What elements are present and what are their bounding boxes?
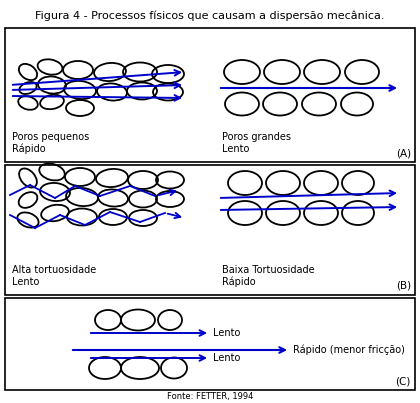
Text: Rápido (menor fricção): Rápido (menor fricção) xyxy=(293,345,405,355)
Bar xyxy=(5,165,415,295)
Text: Poros pequenos
Rápido: Poros pequenos Rápido xyxy=(12,132,89,154)
Text: (A): (A) xyxy=(396,148,411,158)
Text: Alta tortuosidade
Lento: Alta tortuosidade Lento xyxy=(12,265,96,287)
Text: Baixa Tortuosidade
Rápido: Baixa Tortuosidade Rápido xyxy=(222,265,315,287)
Bar xyxy=(5,28,415,162)
Text: Figura 4 - Processos físicos que causam a dispersão mecânica.: Figura 4 - Processos físicos que causam … xyxy=(35,11,385,21)
Text: Poros grandes
Lento: Poros grandes Lento xyxy=(222,132,291,154)
Text: Lento: Lento xyxy=(213,353,240,363)
Text: Fonte: FETTER, 1994: Fonte: FETTER, 1994 xyxy=(167,393,253,401)
Text: (C): (C) xyxy=(396,376,411,386)
Text: (B): (B) xyxy=(396,281,411,291)
Bar xyxy=(5,298,415,390)
Text: Lento: Lento xyxy=(213,328,240,338)
